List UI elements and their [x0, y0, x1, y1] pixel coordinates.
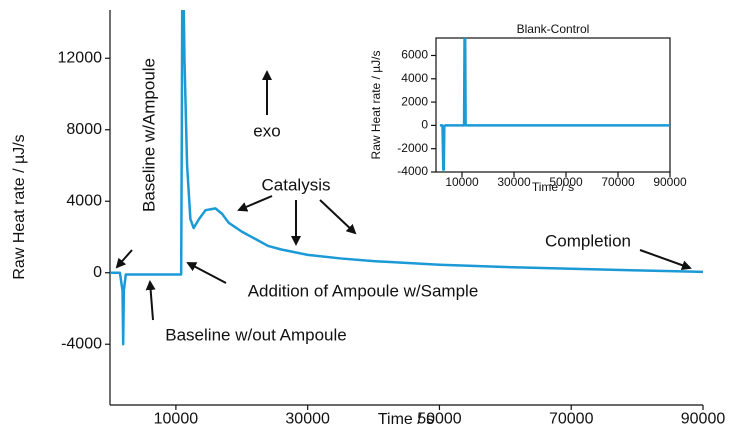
- y-axis-label: Raw Heat rate / µJ/s: [11, 134, 28, 279]
- annotation: Baseline w/out Ampoule: [165, 325, 346, 344]
- x-tick-label: 90000: [653, 175, 687, 189]
- annotation-arrows: [115, 70, 692, 321]
- plot-area: [110, 10, 703, 346]
- y-tick-label: 0: [93, 264, 102, 281]
- annotation: Addition of Ampoule w/Sample: [248, 281, 479, 300]
- x-tick-label: 70000: [601, 175, 635, 189]
- data-line: [110, 10, 703, 346]
- annotation: Completion: [545, 231, 631, 250]
- y-tick-label: 6000: [401, 48, 428, 62]
- x-tick-label: 50000: [549, 175, 583, 189]
- chart-title: Blank-Control: [517, 22, 590, 36]
- y-tick-label: 4000: [66, 192, 102, 209]
- y-axis-label: Raw Heat rate / µJ/s: [369, 51, 383, 160]
- x-tick-label: 10000: [154, 411, 199, 428]
- y-tick-label: 8000: [66, 121, 102, 138]
- annotation: Catalysis: [262, 175, 331, 194]
- annotation: Baseline w/Ampoule: [139, 58, 158, 212]
- x-tick-label: 30000: [497, 175, 531, 189]
- plot-frame: [435, 37, 671, 173]
- y-tick-label: 0: [421, 118, 428, 132]
- x-axis-label: Time / s: [532, 180, 574, 194]
- x-axis-label: Time / s: [378, 411, 434, 428]
- annotation: exo: [253, 121, 280, 140]
- y-tick-label: -4000: [61, 335, 102, 352]
- y-tick-label: 12000: [58, 49, 103, 66]
- y-tick-label: 2000: [401, 94, 428, 108]
- x-tick-label: 90000: [681, 411, 726, 428]
- x-tick-label: 50000: [417, 411, 462, 428]
- y-tick-label: -4000: [397, 164, 428, 178]
- plot-area: [439, 38, 670, 171]
- x-tick-label: 30000: [285, 411, 330, 428]
- y-tick-label: 4000: [401, 71, 428, 85]
- y-tick-label: -2000: [397, 141, 428, 155]
- x-tick-label: 10000: [445, 175, 479, 189]
- data-line: [439, 38, 670, 171]
- x-tick-label: 70000: [549, 411, 594, 428]
